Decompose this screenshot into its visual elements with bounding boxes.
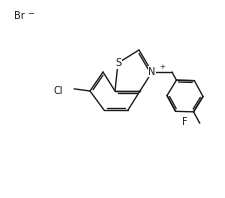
Text: −: − xyxy=(27,10,34,18)
Text: S: S xyxy=(115,58,121,68)
Text: +: + xyxy=(158,64,164,70)
Text: Br: Br xyxy=(14,11,25,21)
Text: F: F xyxy=(181,117,187,127)
Text: Cl: Cl xyxy=(53,86,63,96)
Text: N: N xyxy=(148,67,155,76)
